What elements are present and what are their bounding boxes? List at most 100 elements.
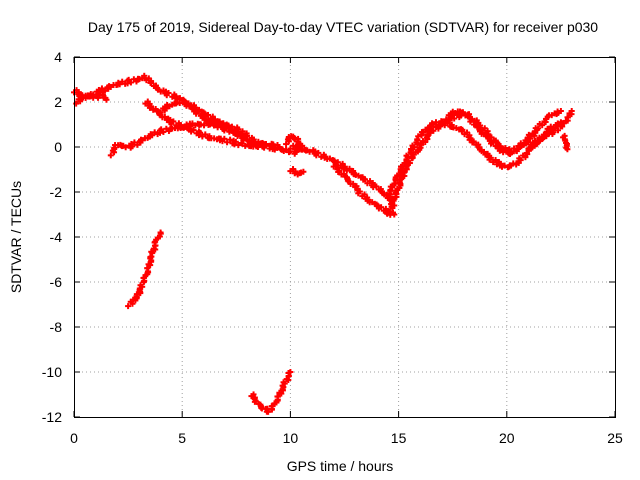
data-point: [568, 108, 575, 114]
y-tick-label: -12: [42, 409, 62, 425]
data-point: [232, 138, 239, 145]
data-point: [176, 100, 183, 107]
data-point: [361, 191, 368, 198]
data-point: [221, 135, 228, 142]
x-tick-label: 10: [283, 430, 299, 446]
data-point: [524, 151, 531, 158]
data-point: [550, 129, 557, 136]
data-point: [235, 142, 242, 149]
data-point: [172, 93, 179, 100]
data-point: [216, 118, 223, 125]
data-point: [459, 126, 466, 133]
data-point: [133, 291, 140, 298]
data-point: [444, 120, 451, 127]
data-point: [250, 391, 257, 398]
series-arc-recovery-upper: [443, 108, 536, 157]
data-point: [501, 162, 508, 169]
series-arc-outlier-segment: [287, 166, 307, 178]
data-point: [212, 116, 219, 123]
data-point: [561, 136, 568, 143]
data-point: [78, 95, 85, 102]
data-point: [235, 126, 242, 133]
data-point: [239, 140, 246, 147]
data-point: [517, 157, 524, 164]
x-tick-label: 25: [607, 430, 623, 446]
data-point: [554, 127, 561, 134]
data-point: [462, 112, 469, 119]
y-tick-label: 0: [54, 139, 62, 155]
data-point: [252, 397, 259, 404]
data-point: [162, 105, 169, 112]
data-point: [535, 125, 542, 132]
data-point: [127, 79, 134, 86]
data-point: [522, 154, 529, 161]
data-point: [161, 113, 168, 120]
data-point: [281, 380, 288, 387]
data-point: [529, 130, 536, 137]
data-point: [165, 89, 172, 96]
data-point: [408, 147, 415, 154]
data-point: [232, 129, 239, 136]
y-axis-title: SDTVAR / TECUs: [8, 181, 24, 293]
data-point: [530, 141, 537, 148]
data-point: [467, 135, 474, 142]
data-point: [160, 128, 167, 135]
data-point: [490, 139, 497, 146]
data-point: [157, 229, 164, 236]
series-arc-upper-branch: [157, 97, 294, 156]
y-tick-label: -6: [50, 274, 63, 290]
data-point: [149, 250, 156, 257]
data-point: [451, 115, 458, 122]
y-tick-label: 4: [54, 49, 62, 65]
data-point: [278, 390, 285, 397]
data-point: [448, 112, 455, 119]
y-tick-label: -4: [50, 229, 63, 245]
data-point: [139, 283, 146, 290]
data-point: [157, 109, 164, 116]
data-point: [224, 139, 231, 146]
data-point: [373, 183, 380, 190]
grid: [74, 57, 615, 417]
data-point: [564, 146, 571, 153]
y-tick-label: -2: [50, 184, 63, 200]
data-point: [468, 116, 475, 123]
data-point: [564, 114, 571, 121]
data-point: [107, 152, 114, 159]
data-point: [180, 124, 187, 131]
data-point: [262, 142, 269, 149]
data-point: [295, 144, 302, 151]
data-point: [148, 103, 155, 110]
data-point: [134, 141, 141, 148]
series-arc-late: [525, 108, 575, 152]
data-point: [251, 141, 258, 148]
data-point: [148, 79, 155, 86]
data-point: [202, 131, 209, 138]
data-point: [315, 149, 322, 156]
data-point: [384, 195, 391, 202]
data-point: [519, 141, 526, 148]
data-point: [492, 157, 499, 164]
data-point: [207, 121, 214, 128]
data-point: [197, 129, 204, 136]
series-arc-main-lower: [73, 88, 110, 107]
data-point: [424, 132, 431, 139]
data-point: [443, 116, 450, 123]
data-point: [274, 144, 281, 151]
data-point: [265, 408, 272, 415]
series-arc-mid-decline-lower: [330, 161, 398, 218]
x-tick-label: 0: [70, 430, 78, 446]
data-series: [71, 72, 575, 415]
data-point: [391, 211, 398, 218]
data-point: [341, 163, 348, 170]
data-point: [204, 111, 211, 118]
data-point: [356, 188, 363, 195]
data-point: [404, 153, 411, 160]
series-arc-late-small: [560, 132, 571, 153]
data-point: [557, 108, 564, 114]
data-point: [390, 197, 397, 204]
data-point: [287, 369, 294, 375]
x-tick-label: 20: [499, 430, 515, 446]
x-tick-label: 15: [391, 430, 407, 446]
